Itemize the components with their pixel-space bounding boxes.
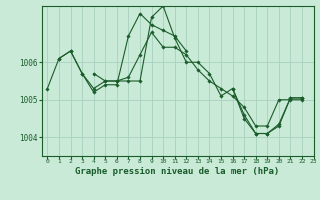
- X-axis label: Graphe pression niveau de la mer (hPa): Graphe pression niveau de la mer (hPa): [76, 167, 280, 176]
